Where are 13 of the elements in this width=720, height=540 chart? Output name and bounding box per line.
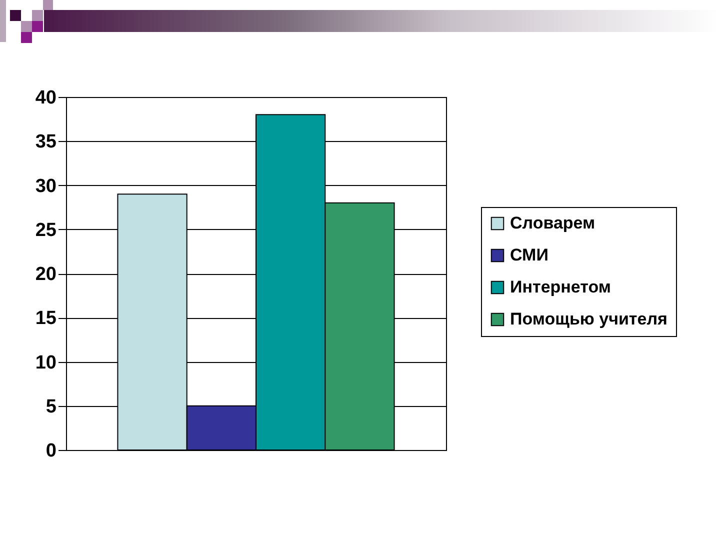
y-tick-label: 20 bbox=[35, 264, 56, 285]
legend-label: СМИ bbox=[510, 246, 548, 264]
y-tick-label: 40 bbox=[35, 88, 56, 108]
y-tick-label: 10 bbox=[35, 352, 56, 374]
legend-label: Словарем bbox=[510, 214, 596, 232]
y-tick-label: 5 bbox=[46, 396, 57, 418]
legend-label: Помощью учителя bbox=[510, 310, 668, 328]
y-tick-label: 25 bbox=[35, 220, 57, 241]
y-tick-label: 35 bbox=[35, 132, 57, 153]
y-tick-label: 30 bbox=[35, 176, 56, 197]
y-tick-label: 15 bbox=[35, 308, 57, 330]
legend-label: Интернетом bbox=[510, 278, 611, 296]
y-tick-label: 0 bbox=[46, 440, 56, 462]
